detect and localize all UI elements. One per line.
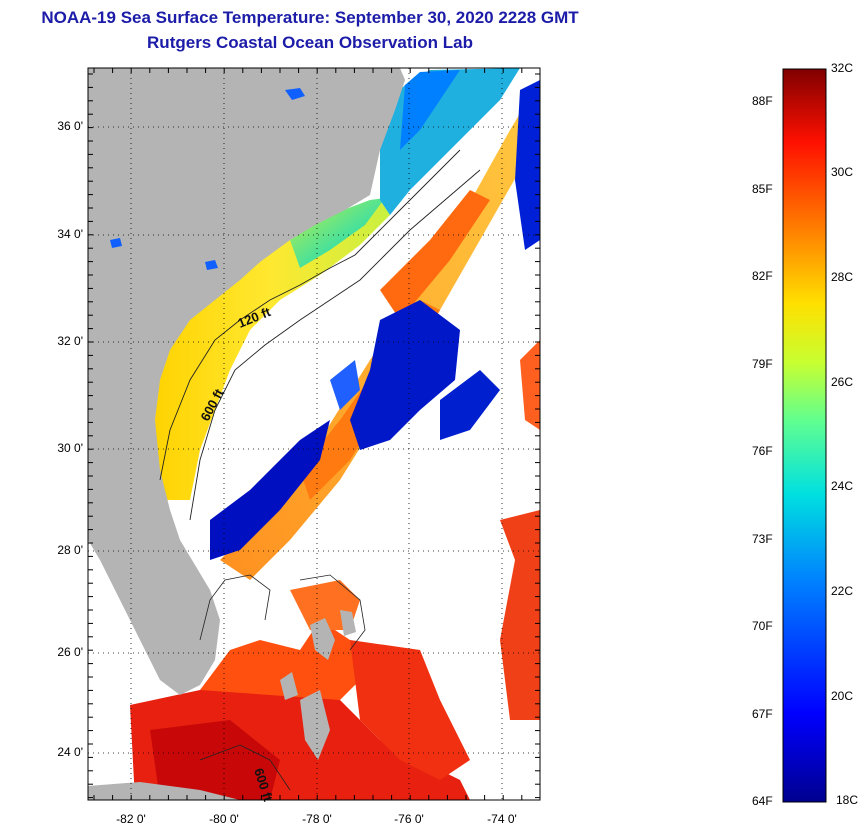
cold-water-patch <box>210 420 330 560</box>
colorbar-fahrenheit-label: 67F <box>752 707 773 721</box>
colorbar-celsius-label: 26C <box>831 375 854 389</box>
lat-tick-label: 30 0' <box>57 441 83 455</box>
lat-tick-label: 32 0' <box>57 334 83 348</box>
lon-tick-label: -80 0' <box>209 812 239 826</box>
lat-tick-label: 24 0' <box>57 745 83 759</box>
land-cuba <box>88 782 240 800</box>
land-us-southeast <box>88 68 405 695</box>
colorbar-fahrenheit-label: 88F <box>752 94 773 108</box>
colorbar-celsius-label: 22C <box>831 584 854 598</box>
colorbar-fahrenheit-label: 73F <box>752 532 773 546</box>
lat-tick-label: 26 0' <box>57 645 83 659</box>
land-bahamas <box>310 618 335 660</box>
isobath-120ft <box>159 149 461 481</box>
map-frame <box>87 67 541 801</box>
axis-ticks <box>88 68 540 800</box>
lat-tick-label: 34 0' <box>57 227 83 241</box>
colorbar-fahrenheit-label: 64F <box>752 794 773 808</box>
grid-lines <box>88 68 540 800</box>
lon-tick-label: -76 0' <box>394 812 424 826</box>
colorbar-celsius-label: 28C <box>831 270 854 284</box>
colorbar-fahrenheit-label: 85F <box>752 182 773 196</box>
colorbar-fahrenheit-label: 82F <box>752 269 773 283</box>
isobath-600ft <box>189 169 481 521</box>
colorbar-fahrenheit-label: 70F <box>752 619 773 633</box>
map-title: NOAA-19 Sea Surface Temperature: Septemb… <box>41 8 579 27</box>
colorbar-fahrenheit-label: 79F <box>752 357 773 371</box>
lon-tick-label: -78 0' <box>302 812 332 826</box>
colorbar-celsius-label: 18C <box>836 793 859 807</box>
colorbar-celsius-label: 20C <box>831 689 854 703</box>
colorbar-fahrenheit-label: 76F <box>752 444 773 458</box>
colorbar-celsius-label: 32C <box>831 61 854 75</box>
lat-tick-label: 28 0' <box>57 543 83 557</box>
lat-tick-label: 36 0' <box>57 119 83 133</box>
map-subtitle: Rutgers Coastal Ocean Observation Lab <box>147 33 473 52</box>
shelf-water <box>150 200 390 500</box>
colorbar <box>782 68 827 803</box>
lon-tick-label: -74 0' <box>487 812 517 826</box>
warm-water-east <box>500 510 540 720</box>
colorbar-celsius-label: 30C <box>831 165 854 179</box>
lon-tick-label: -82 0' <box>116 812 146 826</box>
colorbar-celsius-label: 24C <box>831 479 854 493</box>
